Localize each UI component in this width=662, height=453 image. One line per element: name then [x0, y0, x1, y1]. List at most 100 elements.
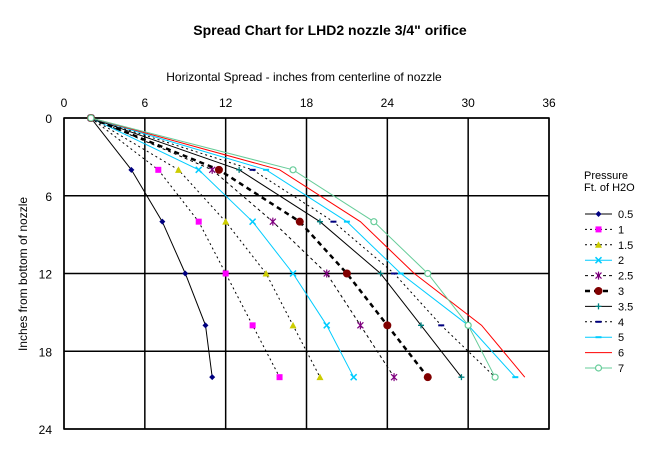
data-point [316, 218, 323, 225]
data-point [423, 373, 432, 382]
data-point [236, 166, 243, 173]
legend-item: 3.5 [585, 301, 633, 313]
legend-title: Pressure [584, 170, 628, 182]
series-line [90, 117, 321, 378]
data-point [323, 269, 331, 278]
x-tick-label: 30 [461, 96, 475, 110]
legend-swatch-marker [594, 256, 603, 264]
legend-label: 2.5 [618, 271, 633, 283]
data-point [418, 322, 425, 329]
y-tick-label: 18 [39, 345, 53, 359]
data-point [209, 374, 216, 381]
data-point [195, 166, 203, 174]
data-point [195, 218, 202, 225]
data-point [424, 269, 432, 278]
x-tick-label: 12 [219, 96, 233, 110]
data-point [289, 269, 297, 278]
data-point [289, 166, 297, 174]
y-tick-label: 0 [45, 112, 52, 126]
series-group [86, 114, 526, 382]
series-line [90, 117, 395, 378]
data-point [202, 322, 209, 329]
data-point [159, 218, 166, 225]
legend-label: 3 [618, 286, 624, 298]
data-point [214, 165, 223, 174]
data-point [175, 166, 183, 173]
x-tick-label: 36 [542, 96, 556, 110]
series-2 [87, 114, 358, 381]
series-line [90, 117, 496, 378]
legend-item: 2.5 [585, 271, 633, 283]
data-point [316, 373, 324, 381]
chart-title: Spread Chart for LHD2 nozzle 3/4" orific… [193, 22, 467, 38]
series-line [90, 116, 429, 378]
data-point [269, 217, 277, 226]
legend-label: 6 [618, 348, 624, 360]
x-tick-label: 0 [61, 96, 68, 110]
series-6 [90, 117, 526, 378]
series-line [90, 117, 355, 378]
legend-swatch-marker [595, 211, 602, 217]
x-tick-label: 18 [300, 96, 314, 110]
legend-item: 4 [585, 317, 624, 329]
legend-title: Ft. of H2O [584, 182, 635, 194]
legend-item: 5 [585, 332, 624, 344]
data-point [262, 270, 270, 277]
legend-item: 2 [585, 255, 624, 267]
legend-label: 1.5 [618, 240, 633, 252]
data-point [356, 321, 364, 330]
series-line [90, 117, 516, 378]
legend-label: 4 [618, 317, 624, 329]
legend-swatch-marker [595, 226, 602, 233]
x-tick-label: 6 [141, 96, 148, 110]
legend-item: 1 [585, 224, 624, 236]
data-point [276, 374, 283, 381]
data-point [370, 218, 378, 226]
data-point [222, 270, 229, 277]
series-7 [87, 114, 499, 381]
legend-item: 0.5 [585, 209, 633, 221]
data-point [249, 322, 256, 329]
data-point [323, 321, 331, 329]
legend-label: 3.5 [618, 301, 633, 313]
data-point [182, 270, 189, 277]
legend-swatch-marker [594, 287, 603, 295]
legend-item: 1.5 [585, 240, 633, 252]
legend-label: 0.5 [618, 209, 633, 221]
tick-labels: 0 6 12 18 24 30 36 0 6 12 18 24 [39, 96, 556, 437]
series-line [90, 117, 213, 378]
data-point [128, 166, 135, 173]
data-point [222, 218, 230, 225]
legend-swatch-marker [595, 303, 602, 310]
data-point [390, 373, 398, 382]
data-point [377, 270, 384, 277]
data-point [155, 166, 162, 173]
data-point [464, 321, 472, 329]
data-point [491, 373, 499, 381]
legend-swatch-marker [594, 364, 603, 372]
legend-item: 6 [585, 348, 624, 360]
x-tick-label: 24 [381, 96, 395, 110]
legend-swatch-marker [595, 271, 602, 280]
legend-label: 2 [618, 255, 624, 267]
data-point [289, 321, 297, 329]
y-tick-label: 24 [39, 423, 53, 437]
data-point [342, 269, 351, 278]
legend-item: 3 [585, 286, 624, 298]
data-point [458, 374, 465, 381]
legend-swatch-marker [595, 241, 602, 248]
series-line [90, 117, 496, 378]
legend-item: 7 [585, 363, 624, 375]
x-axis-label: Horizontal Spread - inches from centerli… [166, 70, 442, 84]
data-point [295, 217, 304, 226]
y-tick-label: 12 [39, 268, 53, 282]
series-line [90, 117, 526, 378]
data-point [249, 218, 257, 226]
legend-label: 1 [618, 224, 624, 236]
legend-label: 5 [618, 332, 624, 344]
data-point [87, 114, 95, 122]
data-point [383, 321, 392, 330]
y-tick-label: 6 [45, 190, 52, 204]
